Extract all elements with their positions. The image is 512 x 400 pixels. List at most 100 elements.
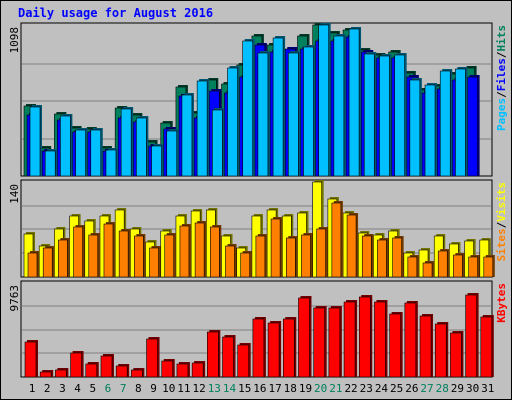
bar-kbytes (131, 368, 145, 378)
bar-pages-day-29 (455, 68, 466, 177)
legend-entry: Files (495, 58, 508, 91)
bar-pages-day-16 (257, 52, 269, 177)
bar-kbytes (222, 335, 236, 378)
bar-kbytes-day-23 (358, 296, 371, 378)
bar-sites-day-27 (422, 262, 433, 278)
bar-pages (136, 116, 149, 177)
bar-kbytes (282, 317, 297, 378)
legend-entry: / (495, 91, 508, 98)
bar-kbytes (55, 368, 69, 378)
x-tick-label: 19 (299, 382, 312, 395)
bar-kbytes (176, 362, 190, 378)
bar-sites (346, 213, 359, 278)
bar-sites-day-14 (225, 245, 235, 278)
bar-pages (90, 128, 103, 177)
bar-sites (437, 249, 450, 278)
bar-pages (439, 69, 453, 177)
bar-pages-day-23 (363, 53, 375, 177)
bar-kbytes-day-22 (343, 301, 356, 378)
bar-kbytes (252, 317, 266, 378)
x-tick-label: 29 (451, 382, 464, 395)
bar-kbytes-day-25 (389, 313, 401, 378)
chart-title: Daily usage for August 2016 (18, 6, 213, 20)
bar-sites-day-26 (407, 256, 418, 278)
legend-entry: Hits (495, 25, 508, 52)
bar-sites (88, 233, 100, 278)
bar-pages-day-21 (333, 35, 345, 177)
x-tick-label: 16 (253, 382, 266, 395)
bar-pages-day-19 (303, 46, 314, 177)
bar-sites (225, 244, 237, 278)
bar-sites-day-23 (361, 235, 372, 278)
bar-kbytes (39, 370, 54, 378)
bar-kbytes (450, 331, 464, 378)
bar-kbytes-day-8 (131, 369, 143, 378)
legend-entry: KBytes (495, 283, 508, 323)
bar-kbytes-day-7 (115, 365, 128, 378)
bar-pages (333, 34, 346, 177)
x-tick-label: 31 (481, 382, 494, 395)
bar-kbytes (328, 306, 342, 378)
bar-sites-day-7 (118, 230, 129, 278)
bar-sites (468, 255, 480, 278)
legend: Pages/Files/Hits (495, 25, 508, 131)
bar-kbytes-day-28 (434, 323, 447, 378)
bar-pages (287, 51, 301, 177)
bar-sites-day-31 (483, 256, 494, 278)
bar-kbytes-day-27 (419, 315, 432, 378)
x-tick-label: 10 (162, 382, 175, 395)
bar-kbytes-day-16 (252, 318, 265, 378)
bar-pages (120, 107, 134, 177)
bar-sites-day-6 (103, 223, 114, 278)
bar-pages-day-15 (242, 40, 254, 177)
bar-pages-day-25 (394, 54, 405, 177)
bar-kbytes (237, 343, 251, 378)
bar-pages-day-28 (439, 70, 451, 177)
bar-sites (149, 246, 161, 278)
bar-pages (75, 128, 88, 177)
bar-kbytes (267, 321, 282, 378)
bar-kbytes (358, 295, 373, 378)
bar-kbytes (191, 361, 206, 378)
bar-sites (42, 246, 55, 278)
x-tick-label: 11 (177, 382, 190, 395)
bar-kbytes (207, 330, 221, 378)
bar-pages-day-10 (166, 130, 178, 177)
bar-pages-day-13 (212, 109, 223, 177)
bar-kbytes (434, 322, 449, 378)
bar-pages-day-6 (105, 149, 117, 177)
bar-sites-day-3 (58, 239, 68, 278)
bar-pages-day-18 (287, 52, 299, 177)
bar-kbytes-day-21 (328, 307, 341, 378)
bar-sites-day-12 (194, 222, 205, 278)
bar-sites-day-16 (255, 235, 266, 278)
bar-sites-day-8 (134, 235, 144, 278)
bar-sites-day-1 (27, 252, 38, 278)
bar-kbytes (85, 362, 99, 378)
bar-pages-day-20 (318, 24, 329, 177)
bar-pages-day-22 (348, 28, 360, 177)
bar-pages (181, 93, 194, 177)
bar-kbytes (146, 337, 160, 378)
x-tick-label: 26 (405, 382, 418, 395)
bar-sites-day-17 (270, 218, 281, 278)
bar-sites-day-25 (392, 237, 402, 278)
bar-sites (134, 234, 146, 278)
y-axis-max-label: 9763 (8, 285, 21, 312)
bar-kbytes-day-29 (450, 332, 462, 378)
bar-sites (255, 234, 267, 278)
bar-pages (424, 83, 438, 177)
bar-sites-day-28 (437, 250, 448, 278)
bar-sites-day-24 (377, 239, 387, 278)
bar-sites-day-11 (179, 225, 190, 278)
bar-kbytes-day-18 (282, 318, 295, 378)
legend-entry: Visits (495, 182, 508, 222)
bar-pages-day-27 (424, 84, 436, 177)
bar-files-day-30 (467, 76, 478, 177)
bar-kbytes-day-6 (100, 355, 113, 378)
bar-kbytes-day-17 (267, 322, 280, 378)
bar-pages (257, 51, 270, 177)
bar-pages-day-14 (227, 67, 238, 177)
